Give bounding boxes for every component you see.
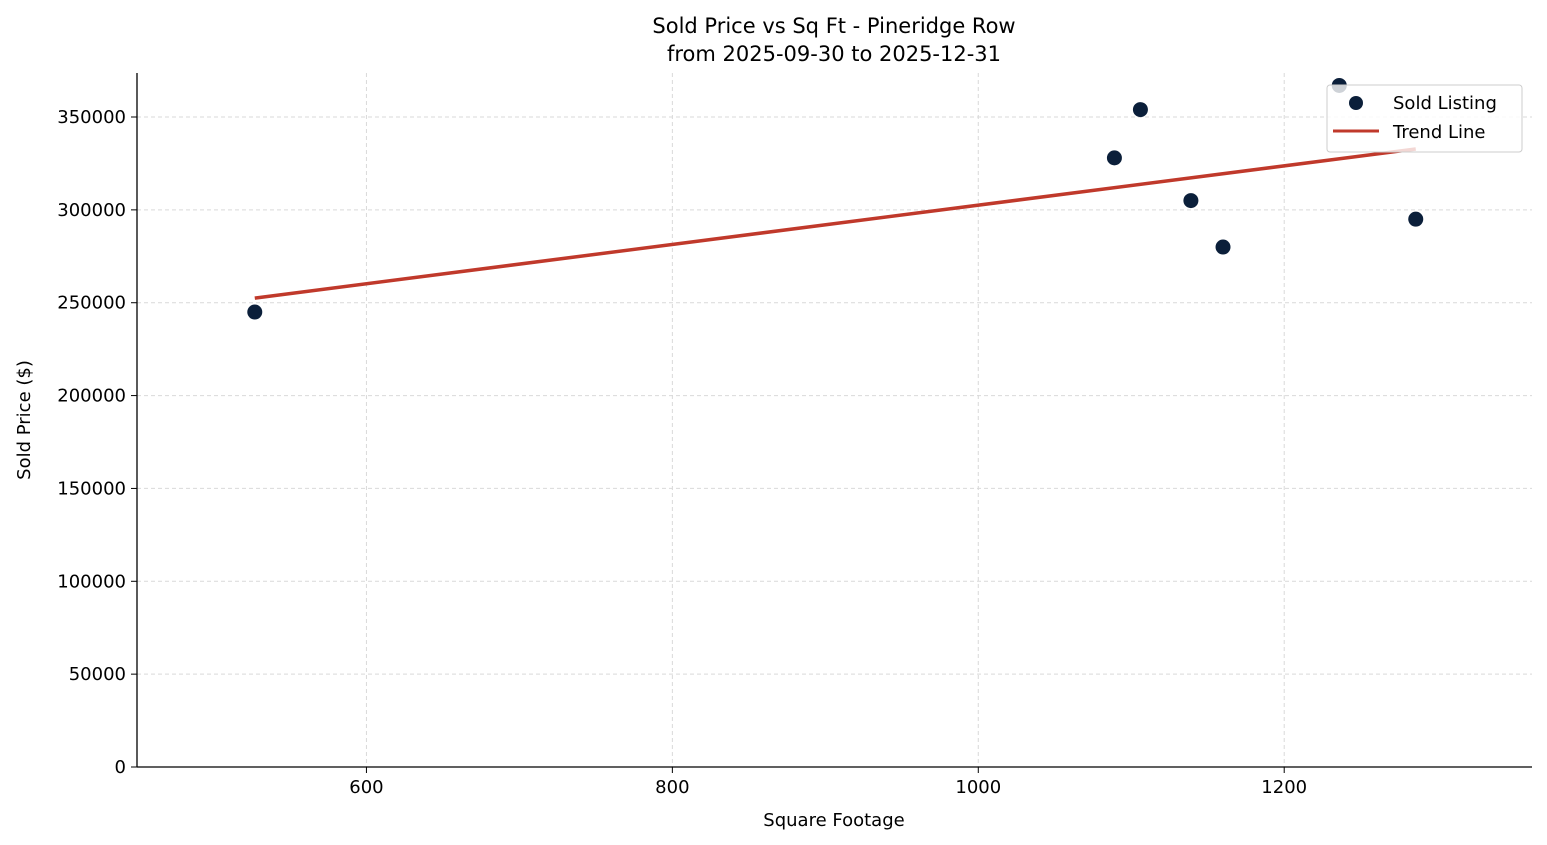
x-tick-label: 800 [655, 777, 689, 798]
y-tick-label: 200000 [57, 386, 126, 407]
legend-box [1326, 84, 1523, 153]
legend: Sold Listing Trend Line [1326, 84, 1523, 153]
x-tick-label: 600 [349, 777, 383, 798]
y-tick-label: 50000 [69, 664, 126, 685]
x-tick-label: 1200 [1261, 777, 1307, 798]
legend-label-sold-listing: Sold Listing [1393, 93, 1497, 114]
trend-line [254, 147, 1416, 300]
x-axis-label: Square Footage [763, 810, 904, 831]
data-point [1183, 193, 1199, 209]
y-axis-label: Sold Price ($) [14, 360, 35, 480]
y-tick-label: 0 [115, 757, 126, 778]
data-point [1215, 239, 1231, 255]
y-tick-label: 100000 [57, 571, 126, 592]
chart-subtitle: from 2025-09-30 to 2025-12-31 [667, 42, 1001, 66]
y-tick-label: 250000 [57, 293, 126, 314]
y-tick-label: 150000 [57, 478, 126, 499]
data-point [247, 304, 263, 320]
y-tick-label: 350000 [57, 107, 126, 128]
x-tick-label: 1000 [955, 777, 1001, 798]
data-point [1132, 102, 1148, 118]
y-tick-label: 300000 [57, 200, 126, 221]
chart-title: Sold Price vs Sq Ft - Pineridge Row [652, 14, 1015, 38]
legend-label-trend-line: Trend Line [1392, 122, 1486, 143]
legend-marker-sold-listing [1349, 96, 1363, 110]
data-point [1408, 211, 1424, 227]
data-point [1106, 150, 1122, 166]
